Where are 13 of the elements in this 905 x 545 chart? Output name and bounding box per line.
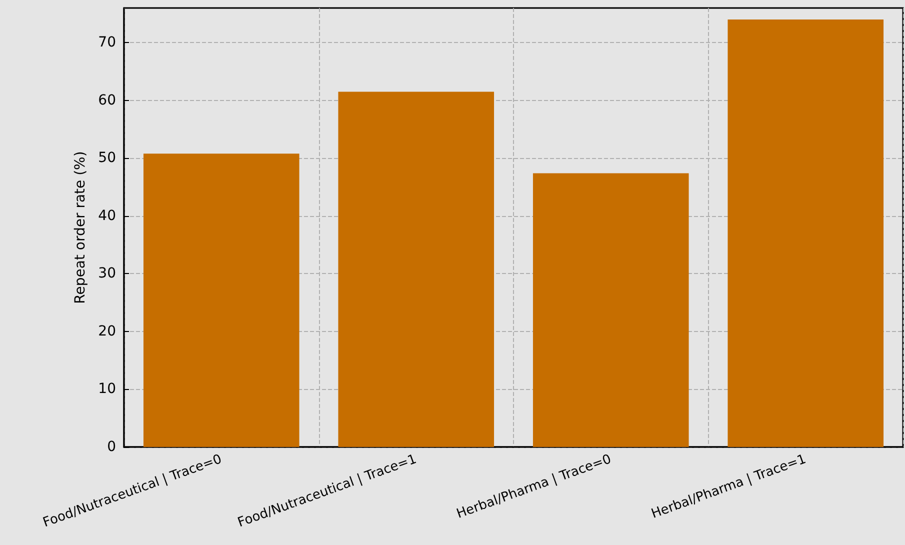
y-tick-label: 50 (98, 150, 116, 166)
y-tick-label: 20 (98, 323, 116, 340)
bar (532, 173, 689, 447)
y-tick-label: 70 (98, 34, 116, 51)
y-tick-label: 60 (98, 92, 116, 108)
bar (728, 20, 884, 447)
bar (143, 154, 300, 447)
y-tick-label: 10 (98, 381, 116, 398)
bar (338, 92, 494, 447)
y-tick-label: 30 (98, 266, 116, 282)
y-tick-label: 0 (107, 439, 116, 455)
y-tick-label: 40 (98, 208, 116, 224)
y-axis-title: Repeat order rate (%) (72, 151, 88, 304)
